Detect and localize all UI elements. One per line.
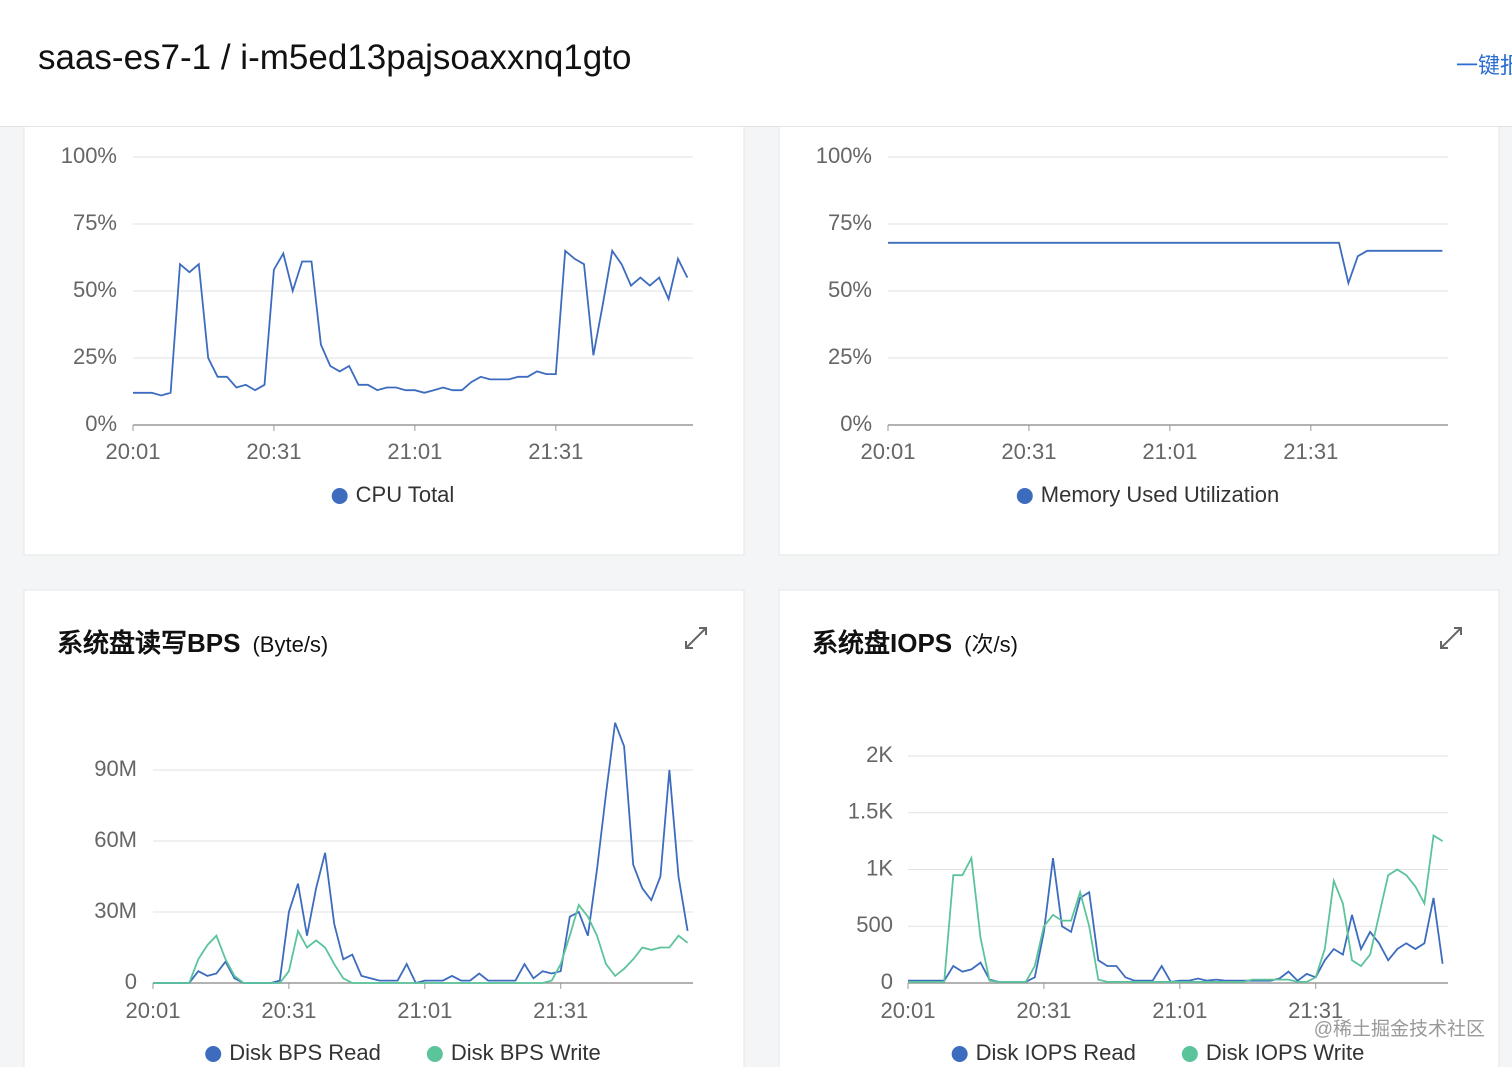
y-tick-label: 100% <box>61 143 117 168</box>
y-tick-label: 1.5K <box>848 799 894 824</box>
expand-icon[interactable] <box>1440 627 1462 649</box>
x-tick-label: 21:01 <box>397 998 452 1023</box>
watermark: @稀土掘金技术社区 <box>1314 1018 1485 1040</box>
chart-subtitle: (Byte/s) <box>252 632 328 657</box>
legend-label: Disk IOPS Read <box>976 1040 1136 1065</box>
y-tick-label: 1K <box>866 855 893 880</box>
x-tick-label: 21:31 <box>533 998 588 1023</box>
y-tick-label: 2K <box>866 742 893 767</box>
legend-label: Disk BPS Read <box>229 1040 381 1065</box>
legend-marker <box>331 488 348 504</box>
x-tick-label: 21:31 <box>1288 998 1343 1023</box>
x-tick-label: 20:31 <box>1016 998 1071 1023</box>
x-tick-label: 20:01 <box>105 439 160 464</box>
y-tick-label: 0% <box>85 411 117 436</box>
series-line <box>908 834 1444 983</box>
legend-marker <box>1181 1046 1198 1062</box>
y-tick-label: 30M <box>94 898 137 923</box>
x-tick-label: 21:01 <box>387 439 442 464</box>
chart-title: 系统盘读写BPS <box>57 628 240 658</box>
x-tick-label: 20:31 <box>1001 439 1056 464</box>
legend-marker <box>951 1046 968 1062</box>
legend-label: CPU Total <box>356 482 455 507</box>
series-line <box>888 241 1443 287</box>
legend-marker <box>1016 488 1033 504</box>
y-tick-label: 75% <box>73 210 117 235</box>
expand-icon[interactable] <box>685 627 707 649</box>
legend-label: Disk BPS Write <box>451 1040 601 1065</box>
y-tick-label: 0 <box>881 969 893 994</box>
card <box>23 589 745 1067</box>
x-tick-label: 21:01 <box>1142 439 1197 464</box>
y-tick-label: 500 <box>856 912 893 937</box>
card <box>23 109 745 556</box>
legend-label: Disk IOPS Write <box>1206 1040 1365 1065</box>
series-line <box>153 902 689 984</box>
y-tick-label: 50% <box>73 277 117 302</box>
cards <box>23 109 1500 1067</box>
x-tick-label: 20:01 <box>860 439 915 464</box>
chart-subtitle: (次/s) <box>964 632 1018 657</box>
header: saas-es7-1 / i-m5ed13pajsoaxxnq1gto 一键报警 <box>0 0 1512 127</box>
action-link[interactable]: 一键报警 <box>1456 53 1512 78</box>
y-tick-label: 90M <box>94 756 137 781</box>
y-tick-label: 0 <box>125 969 137 994</box>
y-tick-label: 100% <box>816 143 872 168</box>
card <box>778 109 1500 556</box>
x-tick-label: 21:31 <box>1283 439 1338 464</box>
x-tick-label: 20:01 <box>880 998 935 1023</box>
legend-label: Memory Used Utilization <box>1041 482 1279 507</box>
x-tick-label: 20:01 <box>125 998 180 1023</box>
y-tick-label: 0% <box>840 411 872 436</box>
x-tick-label: 21:01 <box>1152 998 1207 1023</box>
chart-title: 系统盘IOPS <box>812 628 952 658</box>
x-tick-label: 21:31 <box>528 439 583 464</box>
card <box>778 589 1500 1067</box>
page-title: saas-es7-1 / i-m5ed13pajsoaxxnq1gto <box>38 38 632 77</box>
x-tick-label: 20:31 <box>261 998 316 1023</box>
y-tick-label: 75% <box>828 210 872 235</box>
y-tick-label: 60M <box>94 827 137 852</box>
series-line <box>133 248 689 397</box>
legend-marker <box>426 1046 443 1062</box>
legend-marker <box>205 1046 222 1062</box>
y-tick-label: 50% <box>828 277 872 302</box>
x-tick-label: 20:31 <box>246 439 301 464</box>
y-tick-label: 25% <box>828 344 872 369</box>
y-tick-label: 25% <box>73 344 117 369</box>
